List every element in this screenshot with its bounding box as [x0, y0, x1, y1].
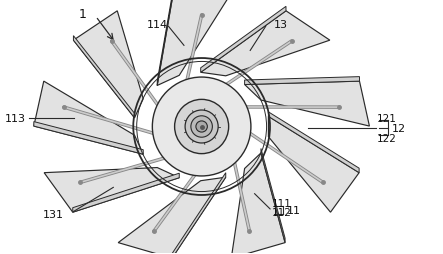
Polygon shape — [268, 117, 359, 212]
Text: 1: 1 — [78, 8, 86, 21]
Text: 111: 111 — [272, 199, 291, 209]
Text: 112: 112 — [272, 207, 291, 217]
Polygon shape — [44, 168, 179, 212]
Text: 113: 113 — [5, 113, 26, 123]
Polygon shape — [245, 77, 359, 85]
Polygon shape — [261, 149, 285, 243]
Polygon shape — [34, 82, 143, 155]
Ellipse shape — [152, 78, 251, 176]
Polygon shape — [172, 173, 226, 254]
Ellipse shape — [191, 116, 212, 138]
Polygon shape — [201, 7, 286, 73]
Polygon shape — [268, 113, 359, 173]
Text: 122: 122 — [377, 133, 396, 143]
Polygon shape — [245, 82, 369, 126]
Text: 11: 11 — [287, 205, 301, 215]
Polygon shape — [201, 12, 330, 76]
Text: 131: 131 — [43, 209, 64, 219]
Polygon shape — [73, 173, 179, 212]
Ellipse shape — [175, 100, 229, 154]
Polygon shape — [157, 0, 230, 86]
Ellipse shape — [196, 121, 207, 133]
Text: 13: 13 — [274, 20, 288, 30]
Ellipse shape — [185, 110, 218, 144]
Text: 12: 12 — [392, 123, 406, 133]
Polygon shape — [34, 122, 143, 155]
Polygon shape — [157, 0, 173, 86]
Text: 114: 114 — [147, 20, 168, 30]
Polygon shape — [74, 37, 135, 118]
Polygon shape — [231, 153, 285, 254]
Polygon shape — [74, 12, 143, 118]
Text: 121: 121 — [377, 113, 396, 123]
Polygon shape — [118, 178, 226, 254]
